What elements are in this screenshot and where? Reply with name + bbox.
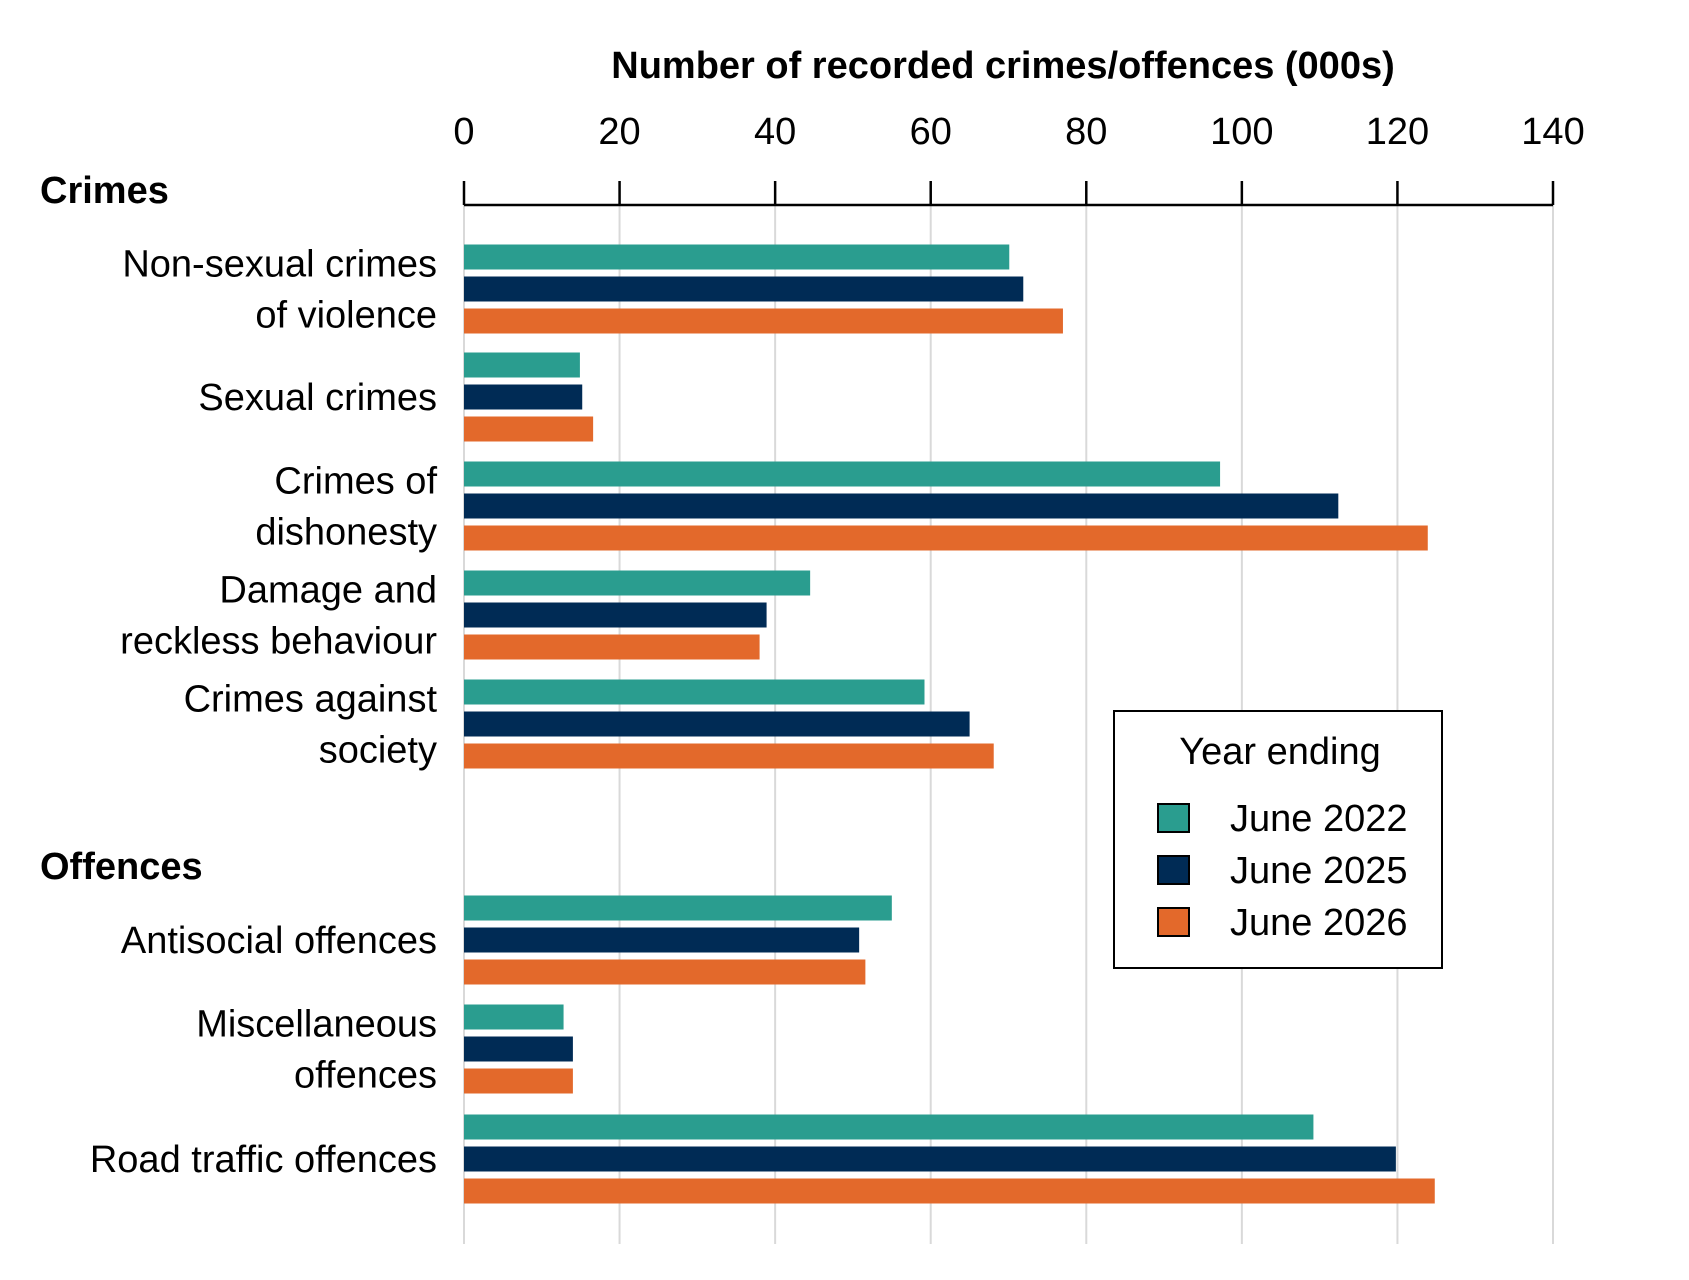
legend: Year ending June 2022 June 2025 June 2026 xyxy=(1113,710,1443,969)
category-label: Road traffic offences xyxy=(90,1139,437,1181)
category-label: Damage and xyxy=(219,570,437,612)
legend-swatch xyxy=(1157,803,1190,833)
bar-june-2022 xyxy=(464,461,1221,487)
x-tick-label: 120 xyxy=(1366,111,1429,153)
bar-june-2022 xyxy=(464,570,811,596)
bar-june-2025 xyxy=(464,1146,1396,1172)
x-tick-label: 20 xyxy=(598,111,640,153)
bar-june-2025 xyxy=(464,1036,573,1062)
category-label: Crimes of xyxy=(274,461,437,503)
category-label: dishonesty xyxy=(255,512,437,554)
bar-june-2022 xyxy=(464,244,1010,270)
bar-june-2022 xyxy=(464,1004,564,1030)
category-label: of violence xyxy=(255,295,437,337)
bar-june-2022 xyxy=(464,1114,1314,1140)
x-tick-label: 60 xyxy=(910,111,952,153)
bar-june-2025 xyxy=(464,711,970,737)
bars xyxy=(464,244,1435,1204)
bar-june-2025 xyxy=(464,927,860,953)
group-heading: Offences xyxy=(40,846,203,888)
category-label: reckless behaviour xyxy=(120,621,437,663)
category-label: Non-sexual crimes xyxy=(122,244,437,286)
bar-june-2025 xyxy=(464,276,1024,302)
legend-title: Year ending xyxy=(1179,731,1380,773)
category-label: Antisocial offences xyxy=(121,920,437,962)
x-tick-label: 0 xyxy=(453,111,474,153)
category-labels: Crimes Non-sexual crimes of violence Sexual… xyxy=(40,170,437,1181)
category-label: offences xyxy=(294,1055,437,1097)
x-axis: Number of recorded crimes/offences (000s… xyxy=(453,45,1585,207)
category-label: Crimes against xyxy=(184,679,438,721)
legend-swatch xyxy=(1157,855,1190,885)
bar-june-2026 xyxy=(464,959,866,985)
legend-swatch xyxy=(1157,907,1190,937)
bar-june-2026 xyxy=(464,743,994,769)
legend-label: June 2022 xyxy=(1230,798,1408,840)
bar-june-2026 xyxy=(464,525,1428,551)
bar-june-2025 xyxy=(464,493,1339,519)
legend-label: June 2025 xyxy=(1230,850,1408,892)
bar-june-2022 xyxy=(464,895,892,921)
category-label: Miscellaneous xyxy=(196,1004,437,1046)
x-tick-label: 80 xyxy=(1065,111,1107,153)
bar-june-2025 xyxy=(464,384,583,410)
legend-label: June 2026 xyxy=(1230,902,1408,944)
x-axis-title: Number of recorded crimes/offences (000s… xyxy=(611,45,1395,87)
bar-june-2026 xyxy=(464,308,1063,334)
x-tick-label: 140 xyxy=(1521,111,1584,153)
bar-june-2025 xyxy=(464,602,767,628)
bar-june-2026 xyxy=(464,1178,1435,1204)
bar-june-2026 xyxy=(464,634,760,660)
category-label: Sexual crimes xyxy=(198,377,437,419)
group-heading: Crimes xyxy=(40,170,169,212)
bar-june-2022 xyxy=(464,352,580,378)
x-tick-label: 40 xyxy=(754,111,796,153)
x-tick-label: 100 xyxy=(1210,111,1273,153)
bar-june-2026 xyxy=(464,1068,573,1094)
category-label: society xyxy=(319,730,437,772)
bar-june-2026 xyxy=(464,416,594,442)
bar-june-2022 xyxy=(464,679,925,705)
